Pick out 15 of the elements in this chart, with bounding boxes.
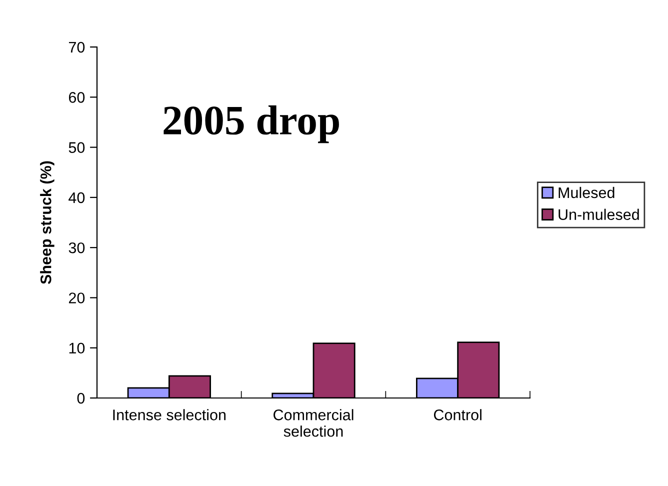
x-tick-label: Intense selection: [113, 409, 226, 420]
x-tick-label: Control: [434, 409, 482, 420]
y-tick-label: 0: [77, 392, 85, 404]
y-tick-label: 10: [69, 342, 85, 354]
y-tick-label: 70: [68, 42, 85, 53]
legend-label: Mulesed: [558, 186, 614, 198]
x-tick-label: Commercial selection: [274, 409, 354, 437]
text: 2005 drop: [164, 105, 339, 144]
y-axis-title: Sheep struck (%): [40, 161, 54, 284]
y-tick-label: 40: [68, 192, 85, 204]
y-tick-label: 20: [68, 292, 85, 304]
y-tick-label: 60: [68, 92, 85, 103]
y-tick-label: 30: [68, 242, 85, 254]
y-tick-label: 50: [68, 142, 85, 153]
legend-label: Un-mulesed: [558, 208, 639, 220]
